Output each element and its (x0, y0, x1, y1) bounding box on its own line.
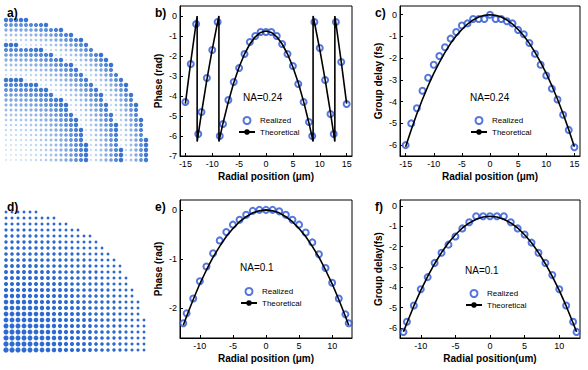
svg-text:0: 0 (263, 159, 268, 169)
svg-text:Theoretical: Theoretical (262, 299, 302, 308)
svg-text:-10: -10 (193, 341, 206, 351)
svg-text:-3: -3 (389, 262, 397, 272)
svg-text:-10: -10 (206, 159, 219, 169)
svg-text:-2: -2 (169, 303, 177, 313)
svg-text:-15: -15 (179, 159, 192, 169)
svg-text:-10: -10 (414, 341, 427, 351)
svg-text:-15: -15 (399, 159, 412, 169)
svg-text:Radial position (μm): Radial position (μm) (442, 171, 538, 182)
svg-text:c): c) (375, 6, 386, 20)
svg-text:10: 10 (541, 159, 551, 169)
svg-text:10: 10 (554, 341, 564, 351)
svg-text:15: 15 (569, 159, 579, 169)
svg-text:-5: -5 (389, 118, 397, 128)
svg-text:-7: -7 (169, 151, 177, 161)
svg-text:Group delay (fs): Group delay (fs) (373, 43, 384, 120)
svg-text:-5: -5 (169, 111, 177, 121)
svg-text:-2: -2 (389, 242, 397, 252)
svg-text:-2: -2 (389, 53, 397, 63)
svg-text:5: 5 (516, 159, 521, 169)
svg-text:-1: -1 (389, 31, 397, 41)
svg-text:-4: -4 (169, 91, 177, 101)
svg-text:0: 0 (392, 10, 397, 20)
svg-text:-5: -5 (235, 159, 243, 169)
svg-text:a): a) (7, 6, 18, 20)
svg-text:Theoretical: Theoretical (260, 128, 300, 137)
svg-text:5: 5 (522, 341, 527, 351)
svg-text:-6: -6 (389, 323, 397, 333)
svg-text:-2: -2 (169, 51, 177, 61)
svg-text:f): f) (375, 200, 383, 214)
svg-text:d): d) (7, 200, 18, 214)
svg-text:-5: -5 (451, 341, 459, 351)
svg-text:-6: -6 (389, 140, 397, 150)
svg-text:NA=0.24: NA=0.24 (243, 92, 283, 103)
svg-text:Group delay(fs): Group delay(fs) (373, 232, 384, 306)
svg-text:0: 0 (172, 205, 177, 215)
svg-text:-1: -1 (169, 31, 177, 41)
svg-text:15: 15 (342, 159, 352, 169)
svg-text:b): b) (155, 6, 166, 20)
svg-text:NA=0.24: NA=0.24 (470, 92, 510, 103)
svg-text:5: 5 (297, 341, 302, 351)
svg-text:0: 0 (392, 201, 397, 211)
svg-text:-5: -5 (229, 341, 237, 351)
svg-text:NA=0.1: NA=0.1 (465, 265, 499, 276)
svg-text:Realized: Realized (260, 116, 291, 125)
svg-text:Theoretical: Theoretical (492, 128, 532, 137)
svg-text:-4: -4 (389, 282, 397, 292)
svg-text:-10: -10 (427, 159, 440, 169)
svg-text:0: 0 (263, 341, 268, 351)
svg-text:-6: -6 (169, 131, 177, 141)
svg-text:-5: -5 (389, 303, 397, 313)
svg-text:Radial position (μm): Radial position (μm) (218, 171, 314, 182)
svg-text:Phase (rad): Phase (rad) (153, 242, 164, 296)
svg-text:Realized: Realized (262, 287, 293, 296)
svg-text:10: 10 (327, 341, 337, 351)
svg-text:5: 5 (290, 159, 295, 169)
svg-text:Theoretical: Theoretical (487, 301, 527, 310)
svg-text:-3: -3 (169, 71, 177, 81)
svg-text:-3: -3 (389, 75, 397, 85)
svg-text:Radial position(um): Radial position(um) (443, 353, 536, 364)
svg-text:0: 0 (172, 11, 177, 21)
svg-text:-1: -1 (389, 221, 397, 231)
svg-text:10: 10 (315, 159, 325, 169)
svg-text:Realized: Realized (492, 116, 523, 125)
svg-text:Phase (rad): Phase (rad) (153, 54, 164, 108)
svg-text:-4: -4 (389, 97, 397, 107)
svg-text:NA=0.1: NA=0.1 (240, 262, 274, 273)
svg-text:e): e) (155, 200, 166, 214)
svg-text:Radial position (μm): Radial position (μm) (218, 353, 314, 364)
svg-text:-1: -1 (169, 254, 177, 264)
svg-text:Realized: Realized (487, 289, 518, 298)
svg-text:0: 0 (487, 159, 492, 169)
svg-text:0: 0 (487, 341, 492, 351)
svg-text:-5: -5 (458, 159, 466, 169)
